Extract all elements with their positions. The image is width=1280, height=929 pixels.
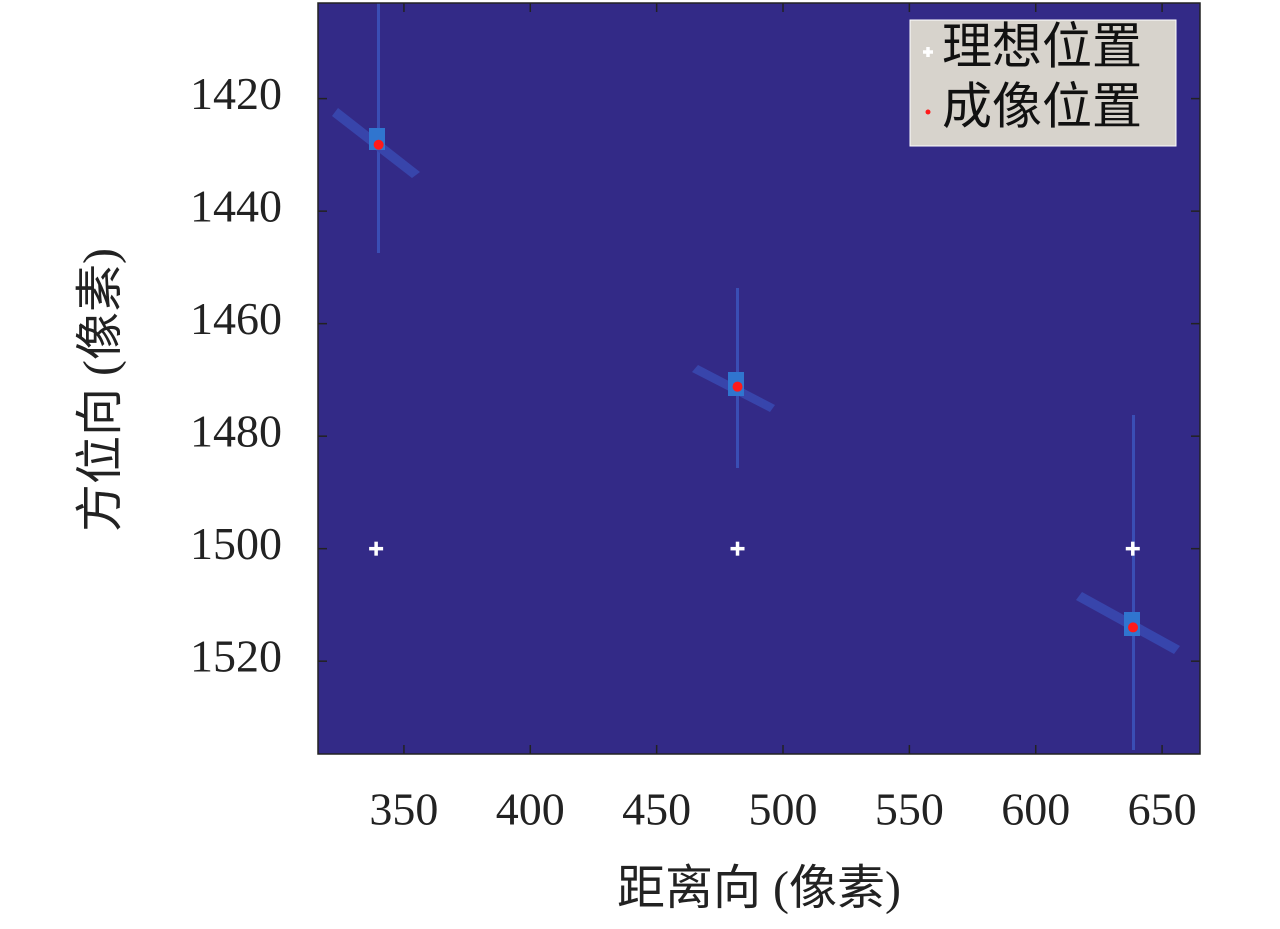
dot-marker xyxy=(732,381,743,392)
dot-marker xyxy=(925,109,931,115)
x-tick-label: 500 xyxy=(749,784,818,835)
plus-marker xyxy=(369,541,384,556)
x-axis-label: 距离向 (像素) xyxy=(617,862,901,915)
plus-marker xyxy=(730,541,745,556)
streak xyxy=(1132,415,1135,750)
x-tick-label: 550 xyxy=(875,784,944,835)
legend-label: 成像位置 xyxy=(942,78,1142,134)
x-tick-label: 350 xyxy=(369,784,438,835)
y-tick-label: 1440 xyxy=(190,181,282,232)
y-tick-label: 1480 xyxy=(190,406,282,457)
y-tick-label: 1460 xyxy=(190,293,282,344)
x-tick-label: 450 xyxy=(622,784,691,835)
y-tick-label: 1500 xyxy=(190,518,282,569)
plot-frame xyxy=(317,2,1201,755)
x-tick-label: 400 xyxy=(496,784,565,835)
y-tick-label: 1420 xyxy=(190,68,282,119)
legend-label: 理想位置 xyxy=(942,18,1142,74)
y-tick-label: 1520 xyxy=(190,631,282,682)
x-tick-label: 600 xyxy=(1001,784,1070,835)
x-tick-label: 650 xyxy=(1128,784,1197,835)
y-axis-label: 方位向 (像素) xyxy=(74,248,127,532)
dot-marker xyxy=(1128,622,1139,633)
plus-marker xyxy=(1125,541,1140,556)
dot-marker xyxy=(373,139,384,150)
plus-marker xyxy=(923,47,933,57)
legend-box xyxy=(909,19,1177,147)
